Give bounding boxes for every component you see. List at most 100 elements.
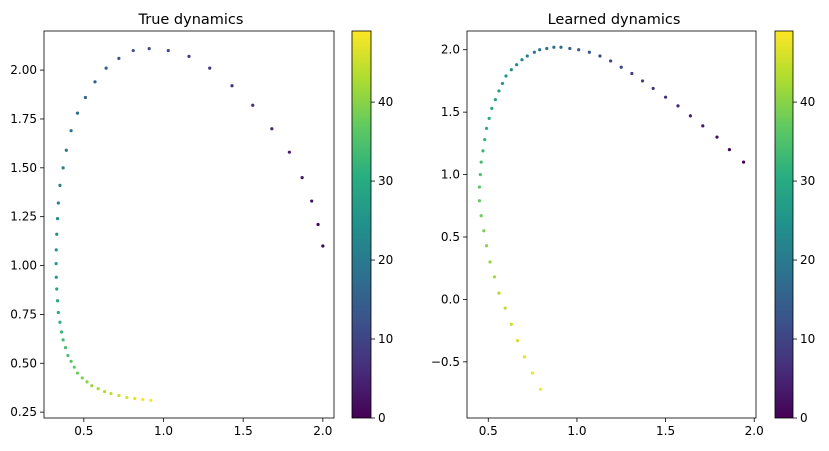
colorbar-tick-label: 20 — [378, 253, 393, 267]
y-tick-label: 1.0 — [441, 168, 460, 182]
data-point — [701, 124, 705, 128]
chart-title-true: True dynamics — [138, 12, 244, 28]
y-tick-label: 1.75 — [10, 112, 37, 126]
data-point — [598, 54, 602, 58]
data-point — [96, 387, 100, 391]
y-tick-label: 2.00 — [10, 63, 37, 77]
data-point — [559, 45, 563, 49]
data-point — [509, 68, 513, 72]
scatter-points-learned — [477, 45, 746, 391]
data-point — [504, 74, 508, 78]
x-tick-label: 1.5 — [656, 424, 675, 438]
data-point — [55, 217, 60, 221]
data-point — [545, 46, 549, 51]
y-tick-label: 0.50 — [10, 356, 37, 370]
data-point — [619, 65, 623, 69]
data-point — [149, 398, 153, 403]
y-tick-label: 0.25 — [10, 405, 37, 419]
data-point — [59, 330, 64, 334]
data-point — [54, 275, 58, 279]
data-point — [483, 138, 487, 142]
x-tick-label: 2.0 — [745, 424, 764, 438]
data-point — [609, 59, 613, 63]
y-tick-label: 0.5 — [441, 230, 460, 244]
data-point — [166, 48, 170, 53]
data-point — [55, 232, 59, 236]
data-point — [54, 261, 58, 266]
data-point — [715, 135, 719, 139]
data-point — [109, 391, 113, 396]
x-tick-label: 0.5 — [74, 424, 93, 438]
panel-true-dynamics: True dynamics 0.5 1.0 1.5 2.0 0.25 0.50 0.75 1.… — [10, 12, 393, 438]
data-point — [310, 199, 314, 203]
data-point — [515, 63, 519, 67]
data-point — [651, 86, 655, 91]
y-tick-label: 1.50 — [10, 161, 37, 175]
data-point — [125, 395, 129, 400]
scatter-points-true — [54, 46, 325, 403]
data-point — [630, 71, 634, 76]
axis-ticks-learned: 0.5 1.0 1.5 2.0 −0.5 0.0 0.5 1.0 1.5 2.0 — [431, 43, 764, 438]
data-point — [69, 359, 73, 363]
data-point — [69, 129, 73, 133]
y-tick-label: −0.5 — [431, 355, 460, 369]
data-point — [479, 160, 483, 164]
data-point — [477, 185, 482, 189]
data-point — [663, 95, 668, 99]
data-point — [56, 201, 60, 205]
panel-learned-dynamics: Learned dynamics 0.5 1.0 1.5 2.0 −0.5 0.0 0.5 1… — [431, 12, 815, 438]
data-point — [80, 376, 84, 380]
data-point — [531, 371, 535, 375]
data-point — [688, 114, 692, 118]
data-point — [484, 244, 489, 248]
data-point — [63, 346, 68, 350]
data-point — [479, 214, 483, 218]
data-point — [497, 291, 501, 295]
colorbar-tick-label: 30 — [378, 174, 393, 188]
data-point — [61, 166, 65, 170]
data-point — [83, 95, 88, 100]
axes-frame-learned — [466, 30, 757, 419]
colorbar-tick-label: 30 — [800, 174, 815, 188]
data-point — [568, 46, 572, 51]
x-tick-label: 2.0 — [313, 424, 332, 438]
axis-ticks-true: 0.5 1.0 1.5 2.0 0.25 0.50 0.75 1.00 1.25 1.50 1.75… — [10, 63, 332, 438]
colorbar-learned — [774, 30, 794, 419]
data-point — [523, 355, 527, 359]
data-point — [61, 338, 65, 342]
data-point — [93, 80, 97, 84]
data-point — [552, 45, 556, 49]
data-point — [538, 387, 543, 391]
data-point — [488, 260, 492, 264]
data-point — [102, 390, 107, 394]
data-point — [208, 66, 212, 70]
data-point — [727, 147, 732, 152]
y-tick-label: 1.00 — [10, 259, 37, 273]
data-point — [538, 48, 542, 52]
data-point — [503, 306, 507, 310]
y-tick-label: 1.25 — [10, 210, 37, 224]
data-point — [66, 353, 70, 358]
x-tick-label: 1.0 — [567, 424, 586, 438]
chart-title-learned: Learned dynamics — [548, 12, 681, 28]
data-point — [55, 287, 59, 291]
data-point — [316, 222, 320, 227]
colorbar-tick-label: 40 — [378, 95, 393, 109]
data-point — [482, 229, 486, 233]
data-point — [497, 89, 501, 93]
axes-frame-true — [43, 30, 335, 419]
data-point — [58, 320, 62, 324]
colorbar-true — [351, 30, 372, 419]
data-point — [487, 116, 491, 120]
data-point — [587, 50, 591, 54]
data-point — [321, 244, 325, 248]
data-point — [58, 183, 62, 188]
data-point — [85, 380, 89, 384]
data-point — [90, 384, 94, 388]
data-point — [56, 310, 60, 315]
data-point — [509, 322, 513, 326]
data-point — [492, 275, 497, 279]
data-point — [532, 50, 536, 54]
data-point — [55, 299, 60, 303]
